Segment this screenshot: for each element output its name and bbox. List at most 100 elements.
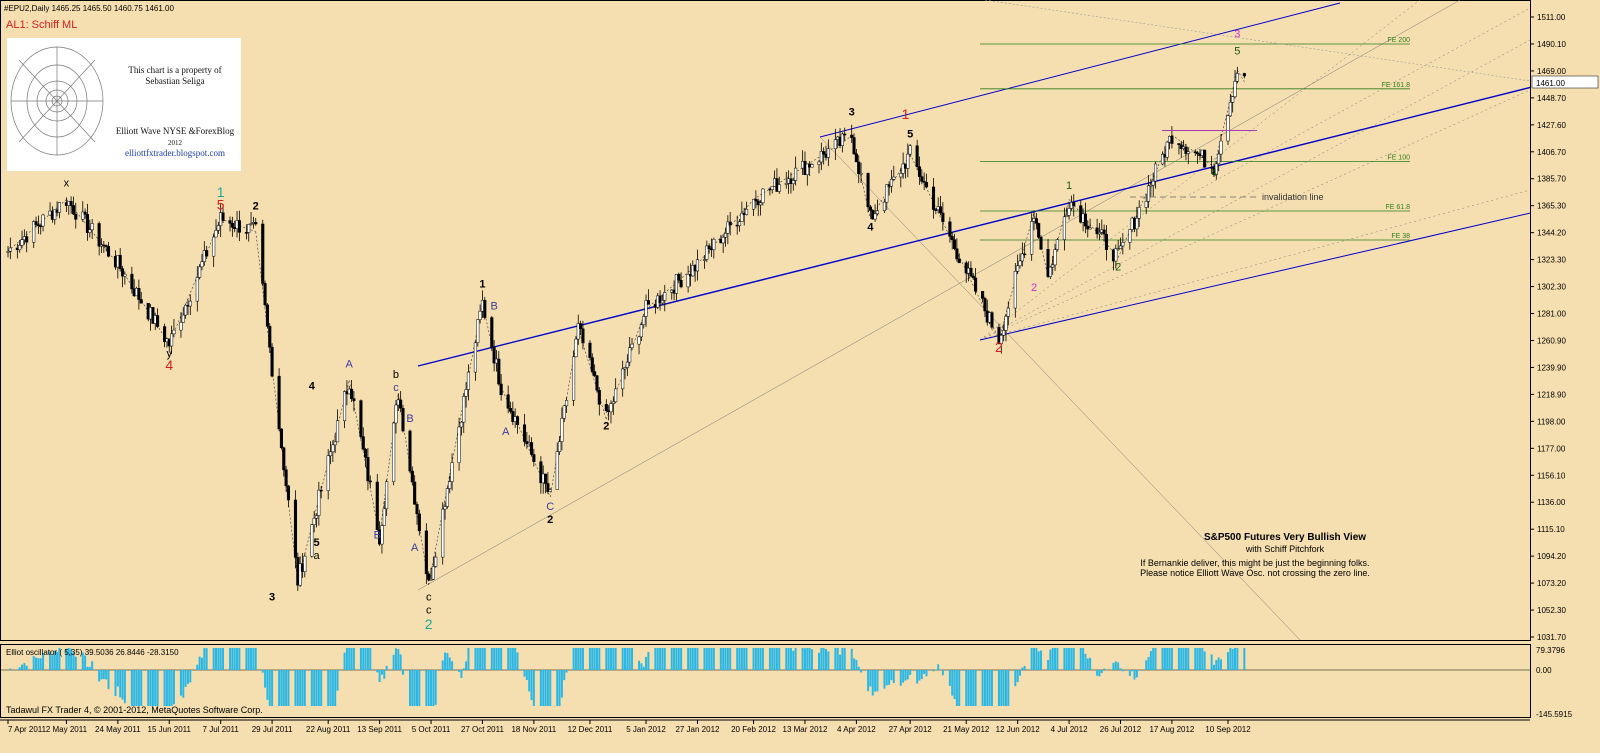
range-marker bbox=[1162, 130, 1257, 131]
candle-body bbox=[974, 277, 978, 292]
candle-body bbox=[380, 525, 384, 545]
candle-body bbox=[343, 391, 347, 421]
candle-body bbox=[677, 274, 681, 281]
wave-segment bbox=[606, 309, 647, 420]
candle-body bbox=[1196, 152, 1200, 155]
candle-body bbox=[548, 489, 552, 492]
candle-body bbox=[560, 418, 564, 442]
candle-body bbox=[228, 220, 232, 224]
x-tick-label: 27 Jan 2012 bbox=[675, 725, 720, 734]
candle-body bbox=[408, 430, 412, 472]
candle-body bbox=[450, 462, 454, 482]
candle-body bbox=[840, 133, 844, 146]
candle-body bbox=[1128, 229, 1132, 243]
candle-body bbox=[639, 324, 643, 338]
candle-body bbox=[1034, 218, 1038, 224]
y-tick-label: 1490.10 bbox=[1537, 40, 1566, 49]
y-tick-label: 1073.20 bbox=[1537, 579, 1566, 588]
annotation-note-1: If Bernankie deliver, this might be just… bbox=[1140, 558, 1369, 568]
candle-body bbox=[286, 485, 291, 501]
candle-body bbox=[392, 422, 396, 482]
y-tick-label: 1344.20 bbox=[1537, 229, 1566, 238]
candle-body bbox=[88, 229, 92, 233]
candle-body bbox=[130, 273, 134, 290]
candle-body bbox=[955, 248, 959, 260]
wave-segment bbox=[1068, 199, 1119, 258]
candle-body bbox=[8, 247, 12, 252]
candle-body bbox=[1083, 213, 1087, 227]
fibonacci-fan-lines bbox=[417, 0, 1530, 640]
candle-body bbox=[106, 246, 111, 257]
x-tick-label: 4 Jul 2012 bbox=[1051, 725, 1088, 734]
candle-body bbox=[1118, 245, 1123, 249]
candle-body bbox=[794, 167, 798, 181]
candle-body bbox=[558, 441, 562, 452]
candle-body bbox=[198, 266, 202, 278]
candle-body bbox=[279, 428, 283, 448]
x-tick-label: 17 Aug 2012 bbox=[1149, 725, 1194, 734]
candle-body bbox=[18, 245, 22, 251]
candle-body bbox=[546, 483, 550, 492]
y-tick-label: 1115.10 bbox=[1537, 525, 1565, 534]
candle-body bbox=[819, 151, 823, 163]
candle-body bbox=[565, 400, 569, 407]
candle-body bbox=[212, 236, 216, 257]
candle-body bbox=[1121, 242, 1125, 247]
candle-body bbox=[1214, 163, 1218, 175]
candle-body bbox=[139, 299, 143, 304]
candle-body bbox=[885, 184, 889, 203]
candle-body bbox=[216, 225, 220, 231]
x-tick-label: 18 Nov 2011 bbox=[511, 725, 556, 734]
candle-body bbox=[953, 239, 957, 249]
candle-body bbox=[434, 556, 438, 567]
candle-body bbox=[310, 524, 314, 557]
y-tick-label: 1469.00 bbox=[1537, 67, 1566, 76]
candle-body bbox=[195, 277, 199, 302]
candle-body bbox=[459, 421, 463, 428]
candle-body bbox=[660, 300, 664, 304]
x-tick-label: 5 Jan 2012 bbox=[626, 725, 666, 734]
candle-body bbox=[1242, 73, 1246, 77]
candle-body bbox=[562, 405, 566, 419]
wave-label: 3 bbox=[1234, 29, 1240, 41]
candle-body bbox=[499, 383, 503, 396]
candle-body bbox=[590, 357, 594, 372]
wave-label: A bbox=[346, 359, 354, 371]
candle-body bbox=[1193, 151, 1197, 153]
oscillator-label: Elliot oscillator ( 5,35) 39.5036 26.844… bbox=[6, 648, 179, 657]
candle-body bbox=[850, 134, 854, 138]
time-axis: 7 Apr 2011 2 May 2011 24 May 2011 15 Jun 20… bbox=[7, 720, 1251, 734]
candle-body bbox=[1104, 233, 1109, 251]
candle-body bbox=[254, 222, 258, 225]
wave-label: 2 bbox=[995, 339, 1003, 355]
candle-body bbox=[441, 508, 445, 558]
wave-label: 3 bbox=[849, 106, 855, 118]
wave-label: 2 bbox=[1031, 282, 1037, 294]
candle-body bbox=[646, 300, 650, 305]
candle-body bbox=[543, 473, 548, 484]
candle-body bbox=[270, 346, 274, 377]
wave-label: 1 bbox=[902, 106, 910, 122]
x-tick-label: 27 Oct 2011 bbox=[461, 725, 505, 734]
x-tick-label: 7 Apr 2011 bbox=[8, 725, 47, 734]
x-tick-label: 2 May 2011 bbox=[46, 725, 88, 734]
candle-body bbox=[415, 504, 419, 515]
candle-body bbox=[120, 268, 125, 277]
candle-body bbox=[1184, 146, 1188, 154]
invalidation-label: invalidation line bbox=[1262, 192, 1324, 202]
candle-body bbox=[385, 481, 389, 510]
candle-body bbox=[97, 223, 101, 247]
candle-body bbox=[399, 399, 403, 409]
candle-body bbox=[899, 173, 903, 178]
candle-body bbox=[957, 258, 961, 264]
wave-label: 4 bbox=[867, 221, 874, 233]
candle-body bbox=[1170, 136, 1174, 144]
candle-body bbox=[1135, 218, 1139, 230]
schiff-pitchfork-channel bbox=[417, 2, 1530, 367]
current-price-line bbox=[984, 0, 1531, 82]
candle-body bbox=[875, 210, 879, 215]
annotation-subtitle: with Schiff Pitchfork bbox=[1245, 544, 1325, 554]
candle-body bbox=[1088, 227, 1092, 230]
candle-body bbox=[901, 163, 905, 174]
candle-body bbox=[574, 338, 578, 358]
